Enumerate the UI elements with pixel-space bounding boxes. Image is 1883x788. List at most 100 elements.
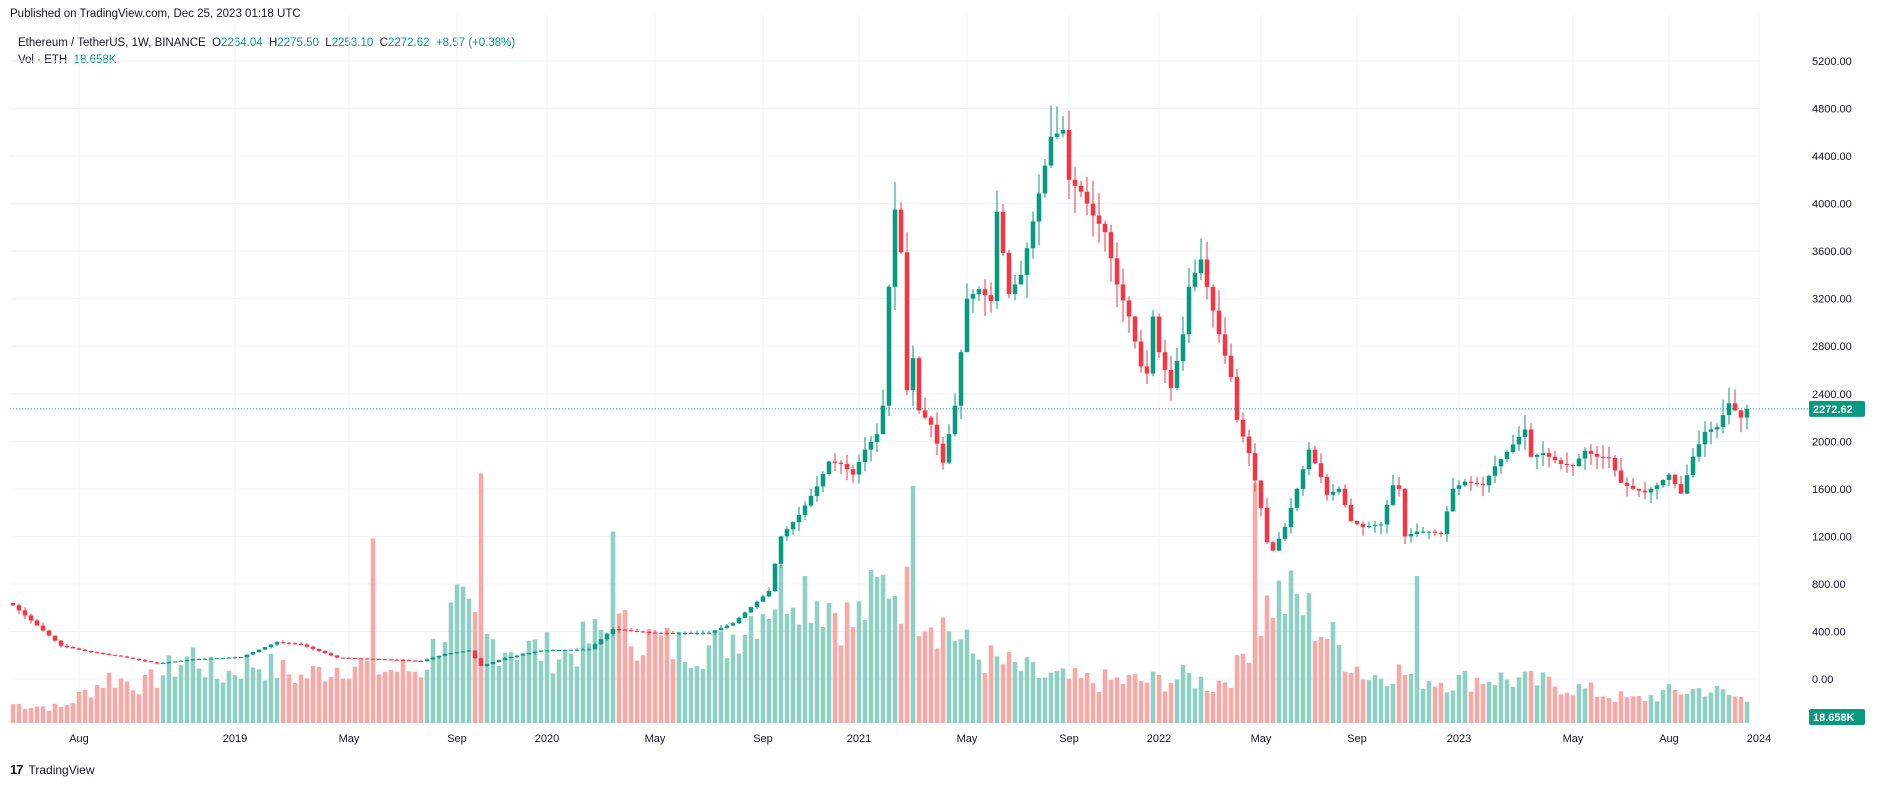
volume-bar [1432,686,1438,723]
volume-bar [712,631,718,723]
volume-bar [808,623,814,723]
candle-body [832,461,838,463]
brand-name: TradingView [28,762,95,777]
close-label: C [379,37,388,49]
volume-bar [1408,673,1414,723]
candle-body [562,649,568,651]
close-value: 2272.62 [387,37,430,49]
volume-bar [1084,672,1090,723]
volume-bar [52,703,58,723]
volume-bar [1162,691,1168,723]
volume-bar [1654,701,1660,723]
candle-body [1714,427,1720,430]
volume-bar [1318,636,1324,723]
volume-bar [154,687,160,723]
low-value: 2253.10 [331,37,374,49]
volume-bar [442,642,448,723]
candle-body [826,461,832,474]
candle-body [64,645,70,648]
volume-bar [934,648,940,723]
volume-bar [1420,688,1426,723]
candle-body [706,632,712,634]
candle-body [124,656,130,658]
volume-bar [1090,682,1096,723]
candle-body [136,658,142,660]
volume-bar [868,570,874,723]
volume-bar [178,665,184,723]
candle-body [400,659,406,661]
candle-body [316,648,322,652]
volume-bar [880,574,886,723]
volume-bar [412,671,418,723]
chart-legend: Ethereum / TetherUS, 1W, BINANCE O2264.0… [18,35,515,69]
candle-body [682,633,688,635]
candle-body [58,640,64,646]
volume-bar [694,666,700,723]
volume-bar [970,653,976,723]
volume-bar [598,630,604,723]
candle-body [1246,436,1252,454]
candle-body [1480,484,1486,486]
time-tick-label: Sep [1347,733,1367,745]
tradingview-brand[interactable]: 17 TradingView [10,762,95,777]
candle-body [712,630,718,633]
candle-body [520,654,526,656]
volume-bar [1264,595,1270,723]
volume-bar [1126,674,1132,723]
volume-bar [28,708,34,723]
volume-bar [1438,682,1444,723]
volume-bar [610,531,616,723]
volume-bar [1696,688,1702,723]
volume-bar [82,689,88,723]
candle-body [1522,429,1528,437]
volume-bar [796,624,802,723]
candle-body [694,632,700,634]
volume-bar [142,674,148,723]
candle-body [1672,474,1678,485]
volume-bar [1606,698,1612,723]
candle-body [244,654,250,658]
volume-bar [184,656,190,723]
volume-bar [1324,639,1330,723]
candle-body [34,620,40,626]
candle-body [286,642,292,644]
volume-bar [352,666,358,723]
volume-bar [850,627,856,723]
candle-body [406,660,412,662]
candle-body [922,410,928,418]
candle-body [418,660,424,662]
time-tick-label: 2023 [1447,733,1471,745]
candle-body [940,443,946,463]
candle-body [1678,484,1684,494]
candle-body [1708,429,1714,432]
volume-bar [250,667,256,723]
candle-body [1342,488,1348,505]
volume-bar [1552,686,1558,723]
candle-body [1432,531,1438,533]
time-tick-label: 2019 [223,733,247,745]
candle-body [1072,179,1078,186]
volume-bar [910,485,916,723]
volume-bar [1498,672,1504,723]
candle-body [544,650,550,652]
candle-body [226,657,232,659]
last-price-line: 2272.62 18.658K [10,400,1865,725]
price-tick-label: 4400.00 [1812,151,1852,163]
candle-body [412,660,418,662]
candle-body [1654,485,1660,489]
candle-body [820,473,826,487]
volume-bar [784,614,790,723]
candle-body [442,654,448,656]
volume-bar [1534,685,1540,723]
volume-bar [1396,664,1402,723]
volume-bar [160,675,166,723]
volume-bar [1072,668,1078,723]
candle-body [88,650,94,653]
volume-bar [532,639,538,723]
candle-body [1378,524,1384,526]
candle-body [790,522,796,530]
time-tick-label: Sep [447,733,467,745]
volume-bar [652,631,658,723]
candle-body [1048,137,1054,166]
